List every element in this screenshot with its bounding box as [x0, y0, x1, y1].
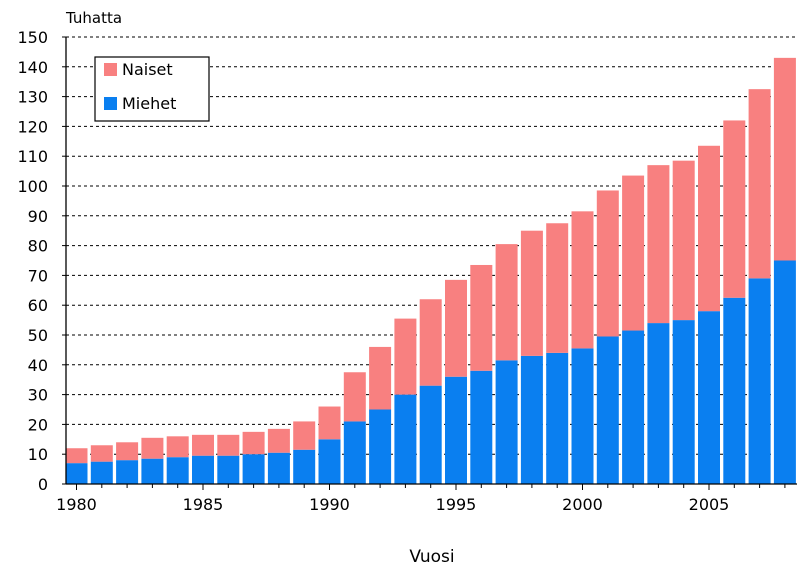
bar-naiset-1994 — [419, 299, 442, 386]
legend-label-miehet: Miehet — [122, 94, 176, 113]
x-tick-label: 1990 — [309, 495, 350, 514]
bar-naiset-1991 — [343, 372, 366, 422]
bar-miehet-2005 — [698, 311, 720, 484]
legend-swatch-miehet — [104, 97, 117, 110]
bar-miehet-1995 — [445, 376, 467, 484]
y-tick-label: 70 — [28, 266, 48, 285]
x-tick-label: 2005 — [689, 495, 730, 514]
bar-miehet-1989 — [293, 449, 316, 484]
bar-miehet-2001 — [596, 336, 619, 484]
y-tick-label: 50 — [28, 326, 48, 345]
bar-miehet-2002 — [622, 330, 645, 484]
bar-naiset-1984 — [166, 436, 189, 458]
bar-naiset-1980 — [65, 448, 88, 464]
x-tick-label: 1985 — [183, 495, 224, 514]
bar-miehet-1998 — [520, 355, 543, 484]
axes — [62, 36, 797, 490]
y-tick-label: 20 — [28, 415, 48, 434]
bars-group — [65, 57, 796, 484]
bar-naiset-1983 — [141, 437, 164, 459]
bar-naiset-1997 — [495, 244, 518, 361]
y-tick-label: 150 — [17, 28, 48, 47]
y-tick-label: 140 — [17, 58, 48, 77]
x-tick-label: 1995 — [436, 495, 477, 514]
bar-miehet-1988 — [267, 452, 290, 484]
bar-miehet-2007 — [748, 278, 771, 484]
bar-naiset-2008 — [773, 57, 796, 261]
bar-naiset-2002 — [622, 175, 645, 331]
bar-miehet-1990 — [318, 439, 341, 484]
bar-miehet-1985 — [192, 455, 214, 484]
bar-naiset-1981 — [90, 445, 113, 462]
bar-miehet-1984 — [166, 457, 189, 484]
y-tick-label: 40 — [28, 356, 48, 375]
y-tick-labels: 0 10 20 30 40 50 60 70 80 90 100 110 120 130 140 150 — [17, 28, 48, 494]
legend-swatch-naiset — [104, 63, 117, 76]
bar-naiset-1992 — [369, 346, 392, 410]
bar-naiset-1993 — [394, 318, 417, 395]
y-tick-label: 110 — [17, 147, 48, 166]
bar-miehet-1994 — [419, 385, 442, 484]
x-tick-labels: 1980 1985 1990 1995 2000 2005 — [56, 495, 729, 514]
bar-miehet-1981 — [90, 461, 113, 484]
bar-miehet-1992 — [369, 409, 392, 484]
y-tick-label: 130 — [17, 88, 48, 107]
x-tick-label: 2000 — [562, 495, 603, 514]
bar-miehet-1982 — [116, 460, 139, 484]
bar-naiset-2005 — [698, 145, 720, 312]
bar-naiset-2006 — [723, 120, 746, 298]
y-tick-label: 90 — [28, 207, 48, 226]
bar-naiset-1989 — [293, 421, 316, 450]
bar-miehet-1987 — [242, 454, 265, 484]
bar-miehet-1991 — [343, 421, 366, 484]
bar-naiset-1999 — [546, 223, 569, 353]
y-tick-label: 80 — [28, 237, 48, 256]
bar-miehet-2003 — [647, 323, 670, 484]
bar-miehet-2000 — [571, 348, 594, 484]
y-tick-label: 120 — [17, 117, 48, 136]
bar-miehet-2006 — [723, 297, 746, 484]
x-tick-label: 1980 — [56, 495, 97, 514]
legend: Naiset Miehet — [94, 56, 210, 122]
bar-naiset-1985 — [192, 434, 214, 456]
bar-miehet-2008 — [773, 260, 796, 484]
bar-naiset-2000 — [571, 211, 594, 349]
bar-miehet-1997 — [495, 360, 518, 484]
bar-naiset-1982 — [116, 442, 139, 461]
bar-miehet-1999 — [546, 352, 569, 484]
y-tick-label: 0 — [38, 475, 48, 494]
bar-naiset-2001 — [596, 190, 619, 337]
bar-naiset-2007 — [748, 89, 771, 279]
bar-naiset-1987 — [242, 431, 265, 455]
legend-label-naiset: Naiset — [122, 60, 173, 79]
bar-miehet-2004 — [672, 320, 695, 484]
y-tick-label: 30 — [28, 386, 48, 405]
y-tick-label: 60 — [28, 296, 48, 315]
bar-miehet-1980 — [65, 463, 88, 484]
bar-naiset-1995 — [445, 279, 467, 377]
bar-naiset-2003 — [647, 165, 670, 324]
bar-naiset-1996 — [470, 264, 493, 371]
bar-miehet-1996 — [470, 370, 493, 484]
x-axis-title: Vuosi — [409, 547, 454, 567]
bar-naiset-1990 — [318, 406, 341, 440]
bar-miehet-1983 — [141, 458, 164, 484]
y-tick-label: 100 — [17, 177, 48, 196]
bar-naiset-2004 — [672, 160, 695, 321]
bar-miehet-1986 — [217, 455, 240, 484]
bar-naiset-1998 — [520, 230, 543, 356]
bar-naiset-1986 — [217, 434, 240, 456]
y-axis-title: Tuhatta — [65, 9, 122, 27]
y-tick-label: 10 — [28, 445, 48, 464]
bar-miehet-1993 — [394, 394, 417, 484]
bar-naiset-1988 — [267, 428, 290, 453]
